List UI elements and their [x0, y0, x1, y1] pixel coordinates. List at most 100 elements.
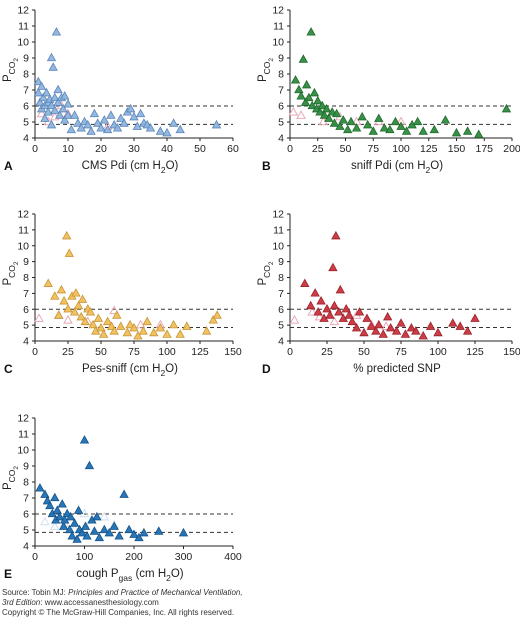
open-data-point	[36, 108, 47, 118]
open-data-point	[40, 516, 50, 526]
data-point	[440, 115, 451, 124]
y-tick-label: 4	[23, 336, 29, 348]
source-line: Source: Tobin MJ: Principles and Practic…	[2, 588, 243, 598]
data-point	[139, 527, 149, 537]
open-data-point	[329, 316, 340, 326]
data-point	[401, 126, 412, 135]
data-point	[329, 300, 340, 310]
data-point	[359, 327, 369, 337]
data-point	[134, 532, 144, 542]
x-tick-label: 50	[340, 143, 352, 155]
data-point	[451, 127, 462, 137]
data-point	[208, 315, 218, 324]
y-tick-label: 6	[278, 101, 284, 113]
data-point	[396, 121, 406, 130]
data-point	[106, 110, 116, 119]
data-point	[63, 303, 73, 313]
data-point	[57, 499, 67, 508]
open-data-point	[288, 106, 299, 116]
data-point	[60, 115, 70, 124]
y-tick-label: 11	[18, 429, 29, 441]
data-point	[50, 291, 60, 300]
x-tick-label: 150	[448, 143, 466, 155]
data-point	[64, 248, 74, 257]
data-point	[310, 288, 320, 297]
y-label-main: P	[257, 278, 269, 286]
data-point	[69, 518, 80, 527]
book-title: Principles and Practice of Mechanical Ve…	[68, 588, 243, 597]
data-point	[155, 323, 166, 332]
y-tick-label: 11	[273, 21, 284, 33]
data-point	[313, 307, 323, 316]
data-point	[390, 116, 401, 126]
data-point	[391, 326, 402, 335]
data-point	[55, 511, 65, 521]
y-tick-label: 8	[23, 69, 29, 81]
data-point	[129, 111, 139, 121]
data-point	[154, 526, 164, 535]
data-point	[129, 529, 139, 538]
y-axis-label: PCO2	[257, 261, 275, 285]
data-point	[72, 534, 82, 543]
website-text: : www.accessanesthesiology.com	[40, 598, 159, 607]
data-point	[155, 126, 166, 135]
y-tick-label: 9	[23, 53, 29, 65]
y-tick-label: 8	[278, 272, 284, 284]
data-point	[56, 284, 67, 294]
data-point	[92, 511, 102, 521]
open-data-point	[381, 321, 392, 330]
y-axis-label: PCO2	[2, 466, 20, 490]
data-point	[322, 303, 332, 313]
data-point	[304, 92, 314, 102]
panel-B: 4 5 6 7 8 9 10 11 12 0 25 50 75 100 125 150 175 200 PCO2 sn…	[257, 5, 520, 176]
data-point	[63, 110, 73, 119]
y-tick-label: 6	[23, 304, 29, 316]
y-tick-label: 10	[17, 445, 29, 457]
y-axis-label: PCO2	[257, 58, 275, 82]
y-label-sub: CO	[7, 61, 17, 74]
open-data-point	[307, 306, 318, 316]
open-data-point	[69, 524, 80, 534]
panel-A: 4 5 6 7 8 9 10 11 12 0 10 20 30 40 50 60 PCO2 CMS Pdi (cm…	[2, 5, 239, 176]
data-point	[109, 521, 119, 530]
data-point	[45, 500, 55, 510]
y-label-main: P	[2, 482, 14, 490]
data-point	[67, 531, 77, 540]
data-point	[306, 300, 316, 310]
data-point	[313, 95, 323, 105]
x-tick-label: 0	[32, 346, 38, 358]
data-point	[341, 303, 351, 313]
panel-E: 4 5 6 7 8 9 10 11 12 0 100 200 300 400 PCO2 cough Pgas …	[2, 413, 242, 584]
data-point	[50, 492, 60, 502]
x-tick-label: 25	[62, 346, 74, 358]
y-tick-label: 11	[273, 224, 284, 236]
data-point	[425, 321, 436, 330]
data-point	[63, 99, 73, 108]
x-tick-label: 175	[475, 143, 493, 155]
y-tick-label: 5	[23, 525, 29, 537]
data-point	[162, 127, 172, 137]
data-point	[122, 327, 133, 337]
x-tick-label: 400	[224, 551, 242, 563]
panel-label: B	[262, 159, 271, 173]
data-point	[343, 124, 353, 134]
y-label-sub2: 2	[268, 261, 275, 265]
data-point	[300, 278, 310, 287]
y-tick-label: 5	[23, 117, 29, 129]
copyright-text: Copyright © The McGraw-Hill Companies, I…	[2, 608, 235, 617]
data-point	[102, 316, 113, 326]
data-point	[102, 124, 113, 134]
data-point	[54, 310, 64, 319]
y-tick-label: 12	[272, 5, 284, 17]
source-prefix: Source: Tobin MJ:	[2, 588, 69, 597]
data-point	[385, 323, 396, 332]
data-point	[455, 321, 465, 330]
data-point	[470, 313, 480, 322]
y-tick-label: 8	[23, 272, 29, 284]
data-point	[412, 116, 423, 126]
data-point	[76, 123, 86, 132]
y-axis-label: PCO2	[2, 261, 20, 285]
data-point	[201, 326, 212, 335]
data-point	[109, 326, 119, 335]
